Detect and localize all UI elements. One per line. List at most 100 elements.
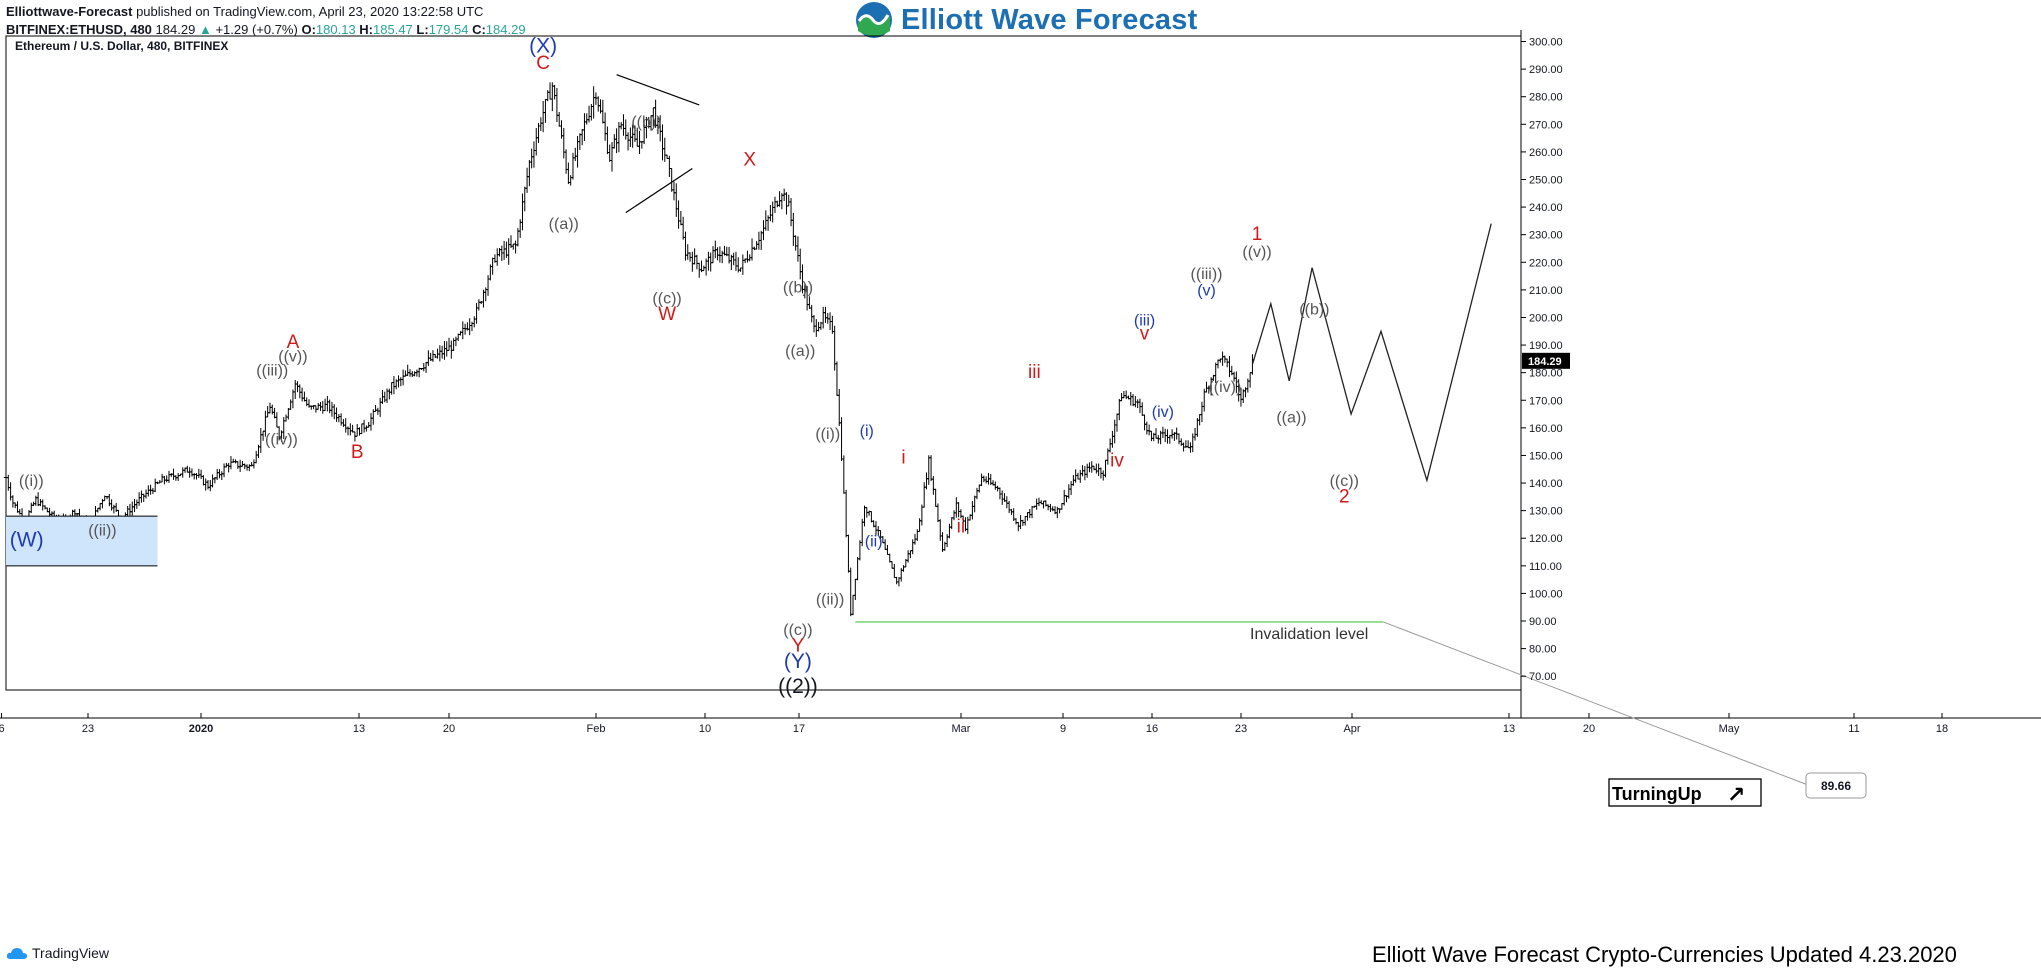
ohlc-bar	[430, 350, 436, 362]
ohlc-bar	[474, 302, 479, 324]
chart-title: Ethereum / U.S. Dollar, 480, BITFINEX	[15, 39, 228, 53]
plot-area	[5, 35, 1522, 691]
ohlc-bar	[336, 414, 342, 423]
ohlc-bar	[185, 465, 190, 473]
ohlc-bar	[931, 476, 936, 495]
ohlc-bar	[192, 472, 197, 480]
ohlc-bar	[265, 406, 270, 418]
ohlc-bar	[240, 461, 245, 467]
x-tick-label: 11	[1848, 723, 1859, 735]
invalidation-label: Invalidation level	[1250, 626, 1368, 643]
ohlc-bar	[132, 498, 137, 513]
ohlc-bar	[10, 495, 16, 508]
ohlc-bar	[596, 96, 601, 112]
wave-label: ((c))	[1330, 473, 1359, 490]
ohlc-bar	[359, 423, 364, 435]
ohlc-bar	[944, 534, 950, 548]
ohlc-bar	[1119, 392, 1124, 402]
ohlc-bar	[687, 252, 693, 262]
ohlc-low-value: 179.54	[428, 22, 469, 37]
ohlc-bar	[566, 162, 571, 185]
ohlc-bar	[189, 468, 195, 477]
ohlc-bar	[33, 495, 39, 506]
ohlc-bar	[338, 413, 344, 426]
ohlc-bar	[834, 361, 840, 396]
ohlc-bar	[979, 473, 984, 487]
triangle-lower-line	[625, 167, 693, 214]
wave-label: ((v))	[278, 349, 307, 366]
y-tick-label: 270.00	[1529, 119, 1563, 131]
brand-logo[interactable]: Elliott Wave Forecast	[855, 0, 1197, 40]
ohlc-bar	[357, 427, 362, 436]
ohlc-bar	[814, 319, 819, 337]
ohlc-bar	[416, 367, 422, 378]
ohlc-bar	[1048, 503, 1053, 512]
ohlc-bar	[949, 517, 954, 530]
ohlc-bar	[320, 400, 325, 414]
ohlc-bar	[795, 236, 801, 262]
turning-up-badge	[1608, 778, 1762, 807]
ohlc-bar	[717, 246, 723, 263]
ohlc-bar	[1128, 391, 1133, 406]
turning-up-text: TurningUp	[1612, 784, 1702, 804]
tradingview-brand[interactable]: TradingView	[6, 945, 109, 961]
x-tick-label: Apr	[1343, 723, 1360, 735]
ohlc-high-value: 185.47	[373, 22, 413, 37]
y-tick-label: 300.00	[1529, 37, 1563, 49]
ohlc-bar	[348, 423, 353, 436]
wave-labels: ((i))(W) ((ii))((iii))((iv))((v))AB(X)C((…	[10, 35, 1359, 698]
y-tick-label: 90.00	[1529, 616, 1557, 628]
ohlc-bar	[623, 119, 628, 140]
ohlc-bar	[1004, 496, 1010, 509]
wave-label: ((a))	[785, 343, 815, 360]
wave-label: ((ii))	[88, 522, 116, 539]
ohlc-bar	[1110, 430, 1115, 448]
ohlc-low-key: L:	[416, 22, 429, 37]
ohlc-bar	[607, 144, 612, 162]
x-tick-label: 23	[1235, 723, 1247, 735]
ohlc-bar	[924, 472, 929, 490]
wave-label: ((2))	[778, 675, 818, 698]
ohlc-bar	[910, 539, 915, 555]
ohlc-bar	[846, 534, 851, 573]
ohlc-bar	[855, 556, 860, 581]
ohlc-bar	[1075, 472, 1081, 480]
ohlc-bar	[685, 244, 690, 260]
symbol-info: BITFINEX:ETHUSD, 480 184.29 ▲ +1.29 (+0.…	[6, 22, 526, 37]
ohlc-bar	[286, 408, 291, 420]
x-tick-label: 20	[1583, 723, 1595, 735]
ohlc-bar	[1114, 413, 1120, 432]
ohlc-bar	[970, 501, 975, 520]
y-tick-label: 260.00	[1529, 147, 1563, 159]
ohlc-bar	[1022, 516, 1028, 526]
wave-label: ((b))	[783, 280, 813, 297]
wave-label: (X)	[529, 35, 557, 58]
ohlc-bar	[412, 371, 417, 377]
wave-label: ((c))	[652, 291, 681, 308]
ohlc-bar	[527, 159, 532, 187]
ohlc-bar	[444, 341, 449, 357]
wave-label: ((iv))	[265, 431, 298, 448]
ohlc-bar	[8, 482, 13, 501]
x-tick-label: 13	[1503, 723, 1515, 735]
ohlc-bar	[315, 402, 321, 410]
publisher-name[interactable]: Elliottwave-Forecast	[6, 4, 133, 19]
ohlc-bar	[143, 489, 149, 499]
ohlc-bars	[3, 82, 1255, 617]
ohlc-bar	[396, 375, 401, 388]
ohlc-bar	[993, 481, 998, 490]
ohlc-bar	[423, 361, 429, 373]
invalidation-callout-line	[1383, 621, 1809, 786]
ohlc-bar	[582, 113, 587, 141]
ohlc-bar	[1188, 442, 1193, 453]
axes: 70.00 80.00 90.00 100.00 110.00 120.00 130.00 1…	[0, 37, 1948, 735]
ohlc-bar	[637, 130, 642, 155]
ohlc-bar	[1247, 372, 1253, 388]
ohlc-bar	[919, 504, 925, 526]
wave-label: ((v))	[1242, 244, 1271, 261]
last-price-badge	[1522, 352, 1570, 369]
ohlc-bar	[921, 482, 927, 508]
ohlc-bar	[862, 505, 867, 527]
ohlc-bar	[299, 387, 305, 402]
